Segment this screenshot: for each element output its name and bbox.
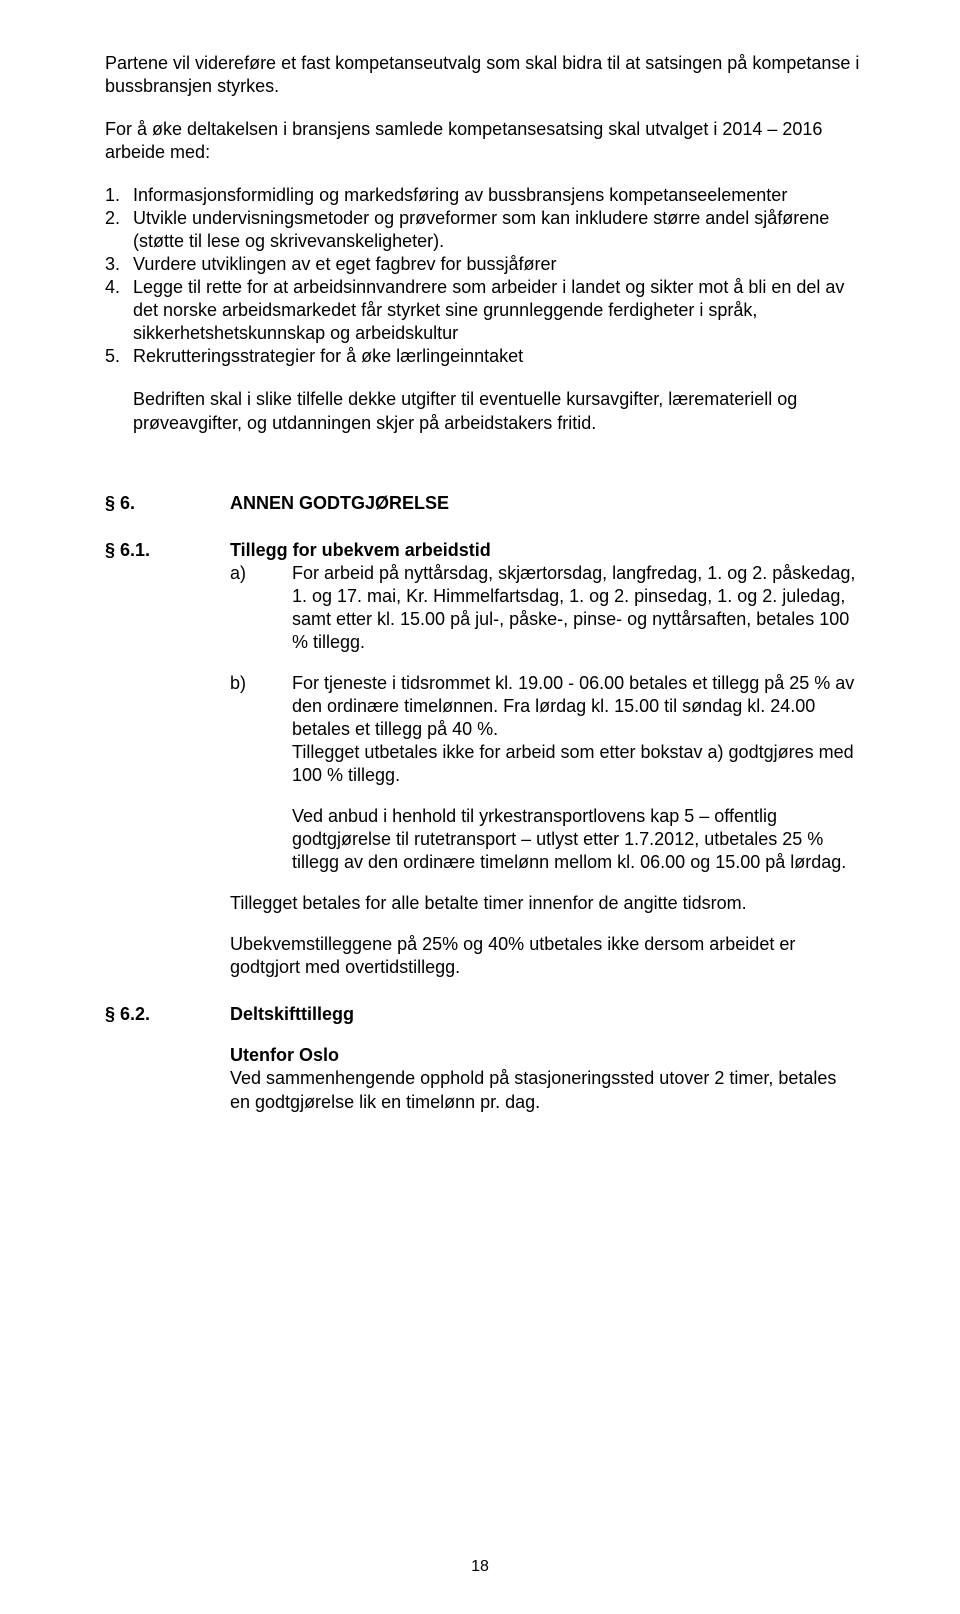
section-6-heading: § 6. ANNEN GODTGJØRELSE	[105, 492, 860, 515]
item-text: For arbeid på nyttårsdag, skjærtorsdag, …	[292, 562, 860, 654]
item-letter: a)	[230, 562, 292, 654]
subsection-body: Tillegg for ubekvem arbeidstid a) For ar…	[230, 539, 860, 980]
item-b-paragraph-1: For tjeneste i tidsrommet kl. 19.00 - 06…	[292, 672, 860, 741]
section-6-2: § 6.2. Deltskifttillegg Utenfor Oslo Ved…	[105, 1003, 860, 1113]
item-a: a) For arbeid på nyttårsdag, skjærtorsda…	[230, 562, 860, 654]
item-letter: b)	[230, 672, 292, 874]
list-text: Legge til rette for at arbeidsinnvandrer…	[133, 276, 860, 345]
item-b-paragraph-3: Ved anbud i henhold til yrkestransportlo…	[292, 805, 860, 874]
subsection-label: § 6.1.	[105, 539, 230, 980]
list-number: 3.	[105, 253, 133, 276]
subsection-title: Deltskifttillegg	[230, 1003, 860, 1026]
list-item-1: 1. Informasjonsformidling og markedsføri…	[105, 184, 860, 207]
item-b-paragraph-2: Tillegget utbetales ikke for arbeid som …	[292, 741, 860, 787]
list-text: Vurdere utviklingen av et eget fagbrev f…	[133, 253, 860, 276]
subsection-title: Tillegg for ubekvem arbeidstid	[230, 539, 860, 562]
list-item-3: 3. Vurdere utviklingen av et eget fagbre…	[105, 253, 860, 276]
page: Partene vil videreføre et fast kompetans…	[0, 0, 960, 1614]
list-text: Utvikle undervisningsmetoder og prøvefor…	[133, 207, 860, 253]
item-body: For tjeneste i tidsrommet kl. 19.00 - 06…	[292, 672, 860, 874]
tail-paragraph-2: Ubekvemstilleggene på 25% og 40% utbetal…	[230, 933, 860, 979]
list-number: 1.	[105, 184, 133, 207]
list-number: 2.	[105, 207, 133, 253]
list-item-5: 5. Rekrutteringsstrategier for å øke lær…	[105, 345, 860, 368]
intro-paragraph-1: Partene vil videreføre et fast kompetans…	[105, 52, 860, 98]
item-b: b) For tjeneste i tidsrommet kl. 19.00 -…	[230, 672, 860, 874]
subheading-utenfor-oslo: Utenfor Oslo	[230, 1044, 860, 1067]
page-number: 18	[0, 1558, 960, 1576]
tail-paragraph-1: Tillegget betales for alle betalte timer…	[230, 892, 860, 915]
section-title: ANNEN GODTGJØRELSE	[230, 492, 860, 515]
list-item-2: 2. Utvikle undervisningsmetoder og prøve…	[105, 207, 860, 253]
section-6-1: § 6.1. Tillegg for ubekvem arbeidstid a)…	[105, 539, 860, 980]
list-item-4: 4. Legge til rette for at arbeidsinnvand…	[105, 276, 860, 345]
list-text: Rekrutteringsstrategier for å øke lærlin…	[133, 345, 860, 368]
list-number: 5.	[105, 345, 133, 368]
after-list-paragraph: Bedriften skal i slike tilfelle dekke ut…	[133, 388, 860, 436]
list-number: 4.	[105, 276, 133, 345]
section-label: § 6.	[105, 492, 230, 515]
intro-paragraph-2: For å øke deltakelsen i bransjens samled…	[105, 118, 860, 164]
subsection-body: Deltskifttillegg Utenfor Oslo Ved sammen…	[230, 1003, 860, 1113]
section-6-2-text: Ved sammenhengende opphold på stasjoneri…	[230, 1067, 860, 1113]
subsection-label: § 6.2.	[105, 1003, 230, 1113]
list-text: Informasjonsformidling og markedsføring …	[133, 184, 860, 207]
